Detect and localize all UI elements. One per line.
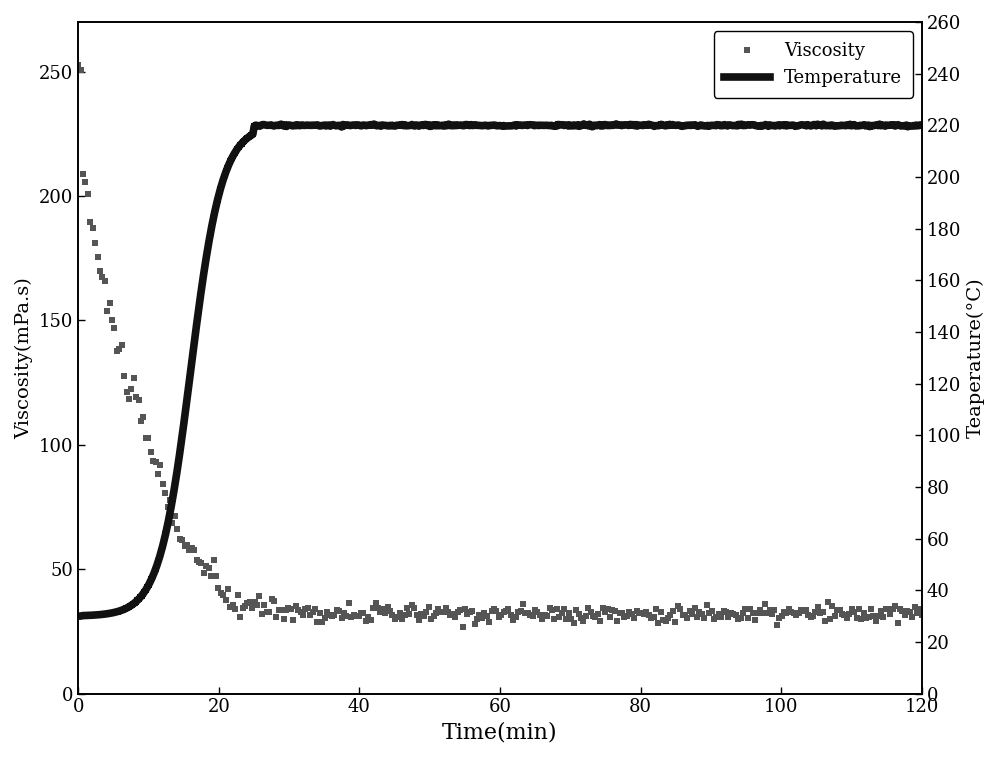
Viscosity [457,623,469,632]
Temperature [637,121,649,130]
Temperature [221,163,233,172]
Viscosity [72,61,84,70]
Viscosity [916,610,928,619]
Temperature [454,121,466,130]
Viscosity [882,605,894,614]
Viscosity [524,610,536,619]
Temperature [916,121,928,130]
Line: Viscosity: Viscosity [75,62,925,631]
Temperature [289,121,301,130]
Temperature [569,121,581,131]
Temperature [72,612,84,621]
Legend: Viscosity, Temperature: Viscosity, Temperature [714,31,913,98]
Viscosity [573,609,585,619]
Y-axis label: Teaperature(°C): Teaperature(°C) [967,278,985,438]
Viscosity [906,612,918,621]
Temperature [578,119,590,128]
Y-axis label: Viscosity(mPa.s): Viscosity(mPa.s) [15,277,33,439]
Line: Temperature: Temperature [75,121,925,619]
Viscosity [464,607,476,616]
X-axis label: Time(min): Time(min) [442,722,558,744]
Viscosity [297,610,309,619]
Temperature [709,121,721,130]
